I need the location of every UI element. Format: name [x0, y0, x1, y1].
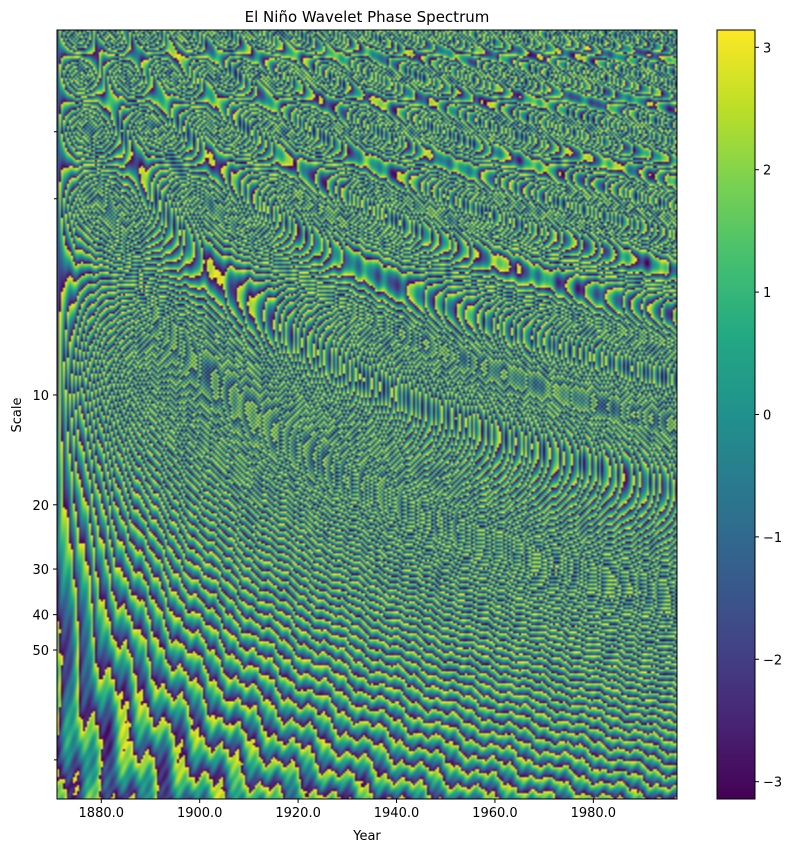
- x-tick-label: 1980.0: [571, 806, 617, 821]
- y-tick-label: 40: [32, 609, 49, 624]
- colorbar-ticks: 3 2 1 0 −1 −2 −3: [755, 41, 782, 791]
- colorbar-tick-label: 3: [763, 41, 771, 56]
- y-tick-label: 30: [32, 563, 49, 578]
- x-tick-label: 1920.0: [275, 806, 321, 821]
- colorbar-tick-label: −2: [763, 653, 782, 668]
- colorbar-tick-label: −1: [763, 531, 782, 546]
- x-tick-label: 1900.0: [177, 806, 223, 821]
- plot-frame: [56, 29, 678, 800]
- x-axis-ticks: 1880.0 1900.0 1920.0 1940.0 1960.0 1980.0: [79, 799, 617, 821]
- phase-heatmap-image: [57, 30, 677, 799]
- colorbar-tick-label: 2: [763, 164, 771, 179]
- x-axis-label: Year: [352, 829, 381, 844]
- chart-title: El Niño Wavelet Phase Spectrum: [245, 8, 490, 26]
- heatmap-area: [57, 30, 677, 799]
- colorbar-gradient: [717, 30, 755, 799]
- x-tick-label: 1880.0: [79, 806, 125, 821]
- y-tick-label: 20: [32, 499, 49, 514]
- y-tick-label: 10: [32, 389, 49, 404]
- colorbar-tick-label: 1: [763, 286, 771, 301]
- x-tick-label: 1960.0: [472, 806, 518, 821]
- colorbar-tick-label: −3: [763, 776, 782, 791]
- colorbar-tick-label: 0: [763, 409, 771, 424]
- y-axis-ticks: 10 20 30 40 50: [32, 131, 57, 761]
- x-tick-label: 1940.0: [374, 806, 420, 821]
- y-tick-label: 50: [32, 644, 49, 659]
- y-axis-label: Scale: [10, 398, 25, 433]
- colorbar: 3 2 1 0 −1 −2 −3: [716, 29, 782, 800]
